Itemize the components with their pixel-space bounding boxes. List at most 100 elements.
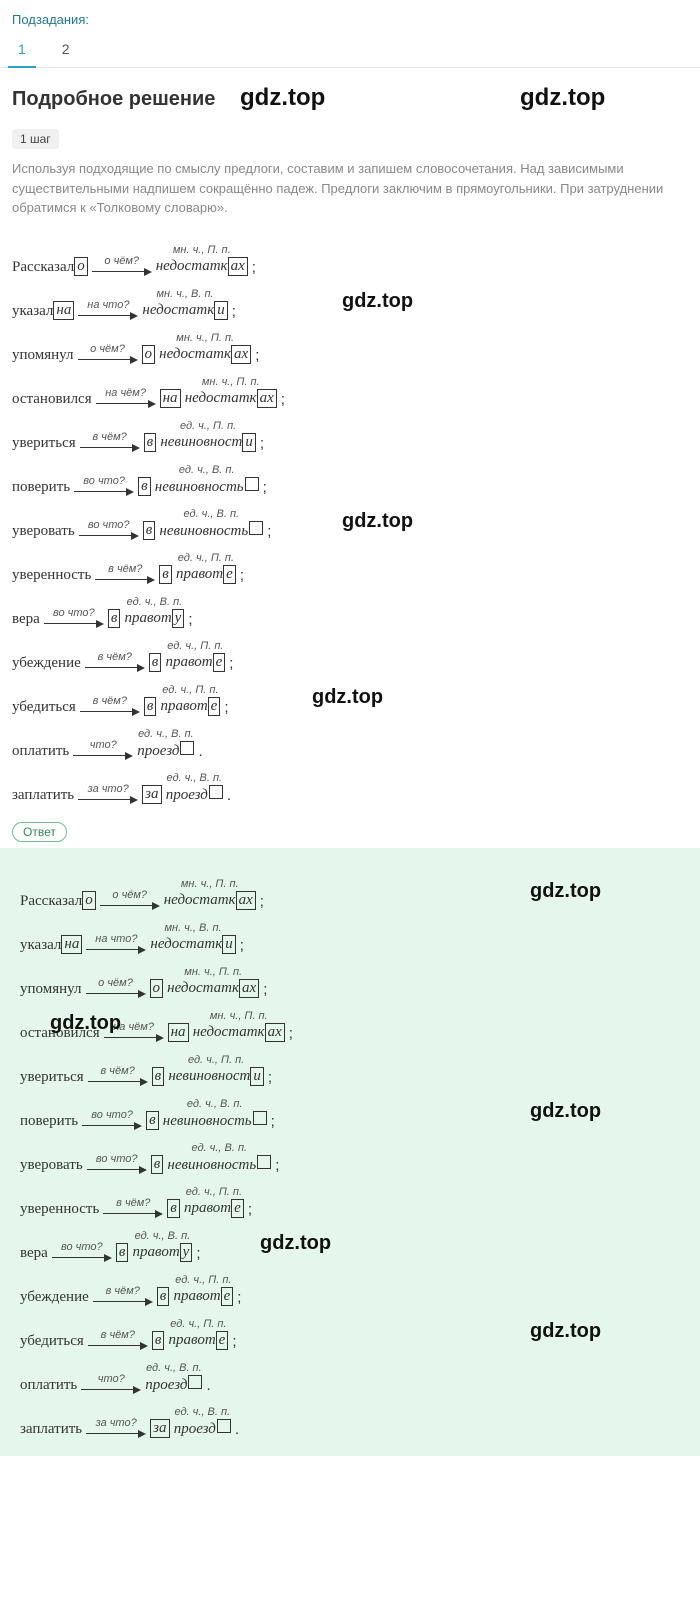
exercise-row: заплатить за что?за ед. ч., В. п.проезд. — [12, 760, 688, 804]
noun-stem: невиновность — [167, 1157, 256, 1174]
preposition-box: на — [53, 301, 74, 320]
verb: убеждение — [20, 1289, 89, 1306]
grammar-label: мн. ч., П. п. — [181, 879, 239, 891]
noun-stem: правот — [133, 1244, 180, 1261]
ending-box: и — [222, 935, 236, 954]
preposition-box: в — [151, 1155, 164, 1174]
terminator: ; — [271, 1113, 275, 1130]
exercise-row: вера во что?в ед. ч., В. п.правоту; — [20, 1218, 688, 1262]
verb: указал — [20, 937, 61, 954]
arrow-stack: во что? — [83, 1154, 151, 1174]
question-label: в чём? — [101, 1066, 135, 1078]
terminator: ; — [260, 893, 264, 910]
terminator: ; — [232, 1333, 236, 1350]
preposition-box: за — [142, 785, 161, 804]
question-label: на что? — [87, 300, 129, 312]
noun-stem: недостатк — [167, 980, 239, 997]
question-label: о чём? — [98, 978, 133, 990]
verb: уверенность — [12, 567, 91, 584]
exercise-row: оплатить что?ед. ч., В. п.проезд. — [12, 716, 688, 760]
question-label: во что? — [96, 1154, 138, 1166]
noun-stem: невиновность — [163, 1113, 252, 1130]
grammar-label: ед. ч., В. п. — [166, 773, 222, 785]
grammar-label: ед. ч., В. п. — [146, 1363, 202, 1375]
verb: увериться — [20, 1069, 84, 1086]
empty-ending-box — [257, 1155, 271, 1169]
verb: убедиться — [20, 1333, 84, 1350]
tab-1[interactable]: 1 — [12, 35, 32, 67]
question-label: в чём? — [93, 696, 127, 708]
grammar-label: ед. ч., В. п. — [184, 509, 240, 521]
noun-stem: проезд — [137, 743, 179, 760]
section-title: Подробное решение — [0, 68, 700, 119]
terminator: ; — [232, 303, 236, 320]
arrow-stack: в чём? — [91, 564, 159, 584]
noun-stem: правот — [176, 566, 223, 583]
exercise-row: Рассказал оо чём?мн. ч., П. п.недостатка… — [20, 866, 688, 910]
question-label: в чём? — [106, 1286, 140, 1298]
noun-stem: проезд — [166, 787, 208, 804]
terminator: ; — [188, 611, 192, 628]
exercise-row: поверить во что?в ед. ч., В. п.невиновно… — [12, 452, 688, 496]
exercise-row: указал нана что?мн. ч., В. п.недостатки; — [20, 910, 688, 954]
noun-stem: недостатк — [164, 892, 236, 909]
grammar-label: мн. ч., В. п. — [164, 923, 221, 935]
exercise-row: остановился на чём?на мн. ч., П. п.недос… — [20, 998, 688, 1042]
empty-ending-box — [253, 1111, 267, 1125]
arrow-icon — [78, 356, 138, 364]
arrow-icon — [87, 1166, 147, 1174]
noun-block: мн. ч., П. п.недостатках — [159, 333, 251, 364]
verb: уверовать — [12, 523, 75, 540]
preposition-box: в — [146, 1111, 159, 1130]
arrow-icon — [88, 1078, 148, 1086]
noun-block: ед. ч., В. п. проезд — [145, 1363, 202, 1394]
arrow-icon — [95, 576, 155, 584]
preposition-box: о — [150, 979, 164, 998]
noun-stem: правот — [125, 610, 172, 627]
noun-stem: невиновност — [160, 434, 242, 451]
terminator: ; — [263, 479, 267, 496]
noun-block: ед. ч., В. п.проезд — [174, 1407, 231, 1438]
answer-badge: Ответ — [12, 822, 67, 842]
grammar-label: ед. ч., В. п. — [127, 597, 183, 609]
subtasks-label: Подзадания: — [0, 0, 700, 35]
exercise-row: уверовать во что?в ед. ч., В. п.невиновн… — [12, 496, 688, 540]
terminator: ; — [240, 567, 244, 584]
arrow-stack: за что? — [74, 784, 142, 804]
grammar-label: ед. ч., П. п. — [178, 553, 234, 565]
grammar-label: ед. ч., П. п. — [188, 1055, 244, 1067]
empty-ending-box — [188, 1375, 202, 1389]
noun-stem: правот — [161, 698, 208, 715]
noun-block: ед. ч., П. п.правоте — [165, 641, 225, 672]
arrow-stack: во что? — [40, 608, 108, 628]
empty-ending-box — [180, 741, 194, 755]
preposition-box: о — [142, 345, 156, 364]
ending-box: е — [223, 565, 236, 584]
verb: Рассказал — [12, 259, 74, 276]
noun-block: мн. ч., В. п.недостатки — [142, 289, 227, 320]
ending-box: ах — [236, 891, 256, 910]
noun-block: мн. ч., П. п.недостатках — [164, 879, 256, 910]
arrow-icon — [80, 444, 140, 452]
arrow-icon — [74, 488, 134, 496]
exercise-row: убеждение в чём?в ед. ч., П. п.правоте; — [20, 1262, 688, 1306]
noun-stem: недостатк — [193, 1024, 265, 1041]
arrow-stack: в чём? — [84, 1330, 152, 1350]
grammar-label: ед. ч., П. п. — [175, 1275, 231, 1287]
terminator: . — [206, 1377, 210, 1394]
terminator: ; — [237, 1289, 241, 1306]
noun-block: ед. ч., П. п.невиновности — [168, 1055, 264, 1086]
verb: упомянул — [12, 347, 74, 364]
preposition-box: в — [116, 1243, 129, 1262]
question-label: во что? — [53, 608, 95, 620]
grammar-label: мн. ч., П. п. — [210, 1011, 268, 1023]
question-label: в чём? — [108, 564, 142, 576]
arrow-stack: в чём? — [99, 1198, 167, 1218]
ending-box: е — [221, 1287, 234, 1306]
noun-stem: проезд — [145, 1377, 187, 1394]
ending-box: ах — [228, 257, 248, 276]
tab-2[interactable]: 2 — [56, 35, 76, 67]
noun-block: ед. ч., В. п.невиновность — [167, 1143, 271, 1174]
arrow-icon — [52, 1254, 112, 1262]
question-label: за что? — [96, 1418, 137, 1430]
